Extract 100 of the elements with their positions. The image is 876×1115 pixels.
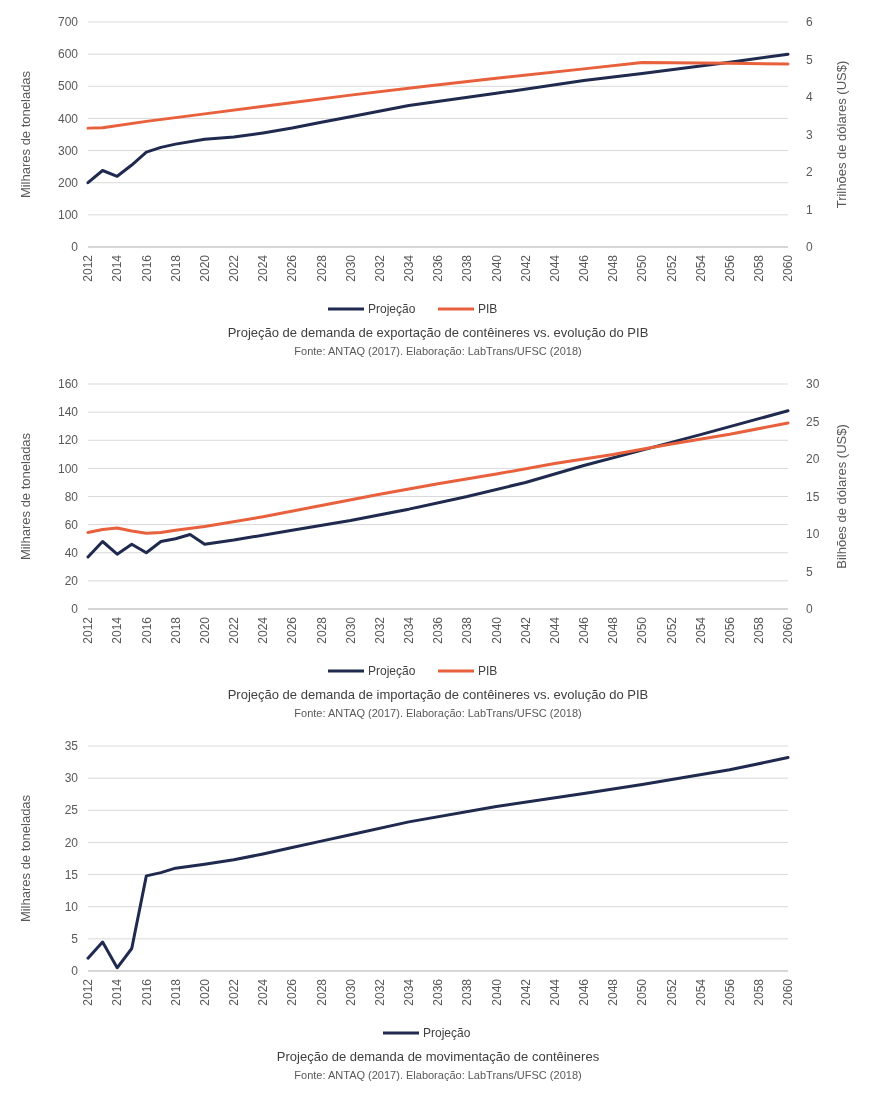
- y-tick-label: 160: [57, 377, 79, 392]
- x-tick-label: 2040: [489, 978, 504, 1006]
- x-tick-label: 2046: [577, 978, 592, 1006]
- x-tick-label: 2036: [431, 254, 446, 282]
- y-tick-label: 200: [57, 175, 79, 190]
- line-series: [86, 52, 790, 185]
- x-tick-label: 2028: [314, 978, 329, 1006]
- y-tick-label: 80: [64, 489, 79, 504]
- y2-tick-label: 30: [806, 377, 820, 392]
- y-tick-label: 60: [64, 517, 79, 532]
- x-tick-label: 2048: [606, 978, 621, 1006]
- x-tick-label: 2016: [139, 978, 154, 1006]
- y2-axis-title: Trilhões de dólares (US$): [834, 60, 849, 209]
- x-tick-label: 2016: [139, 616, 154, 644]
- x-tick-label: 2014: [110, 978, 125, 1006]
- x-tick-label: 2034: [402, 254, 417, 282]
- y-tick-label: 100: [57, 461, 79, 476]
- y2-tick-label: 4: [806, 90, 813, 105]
- y-tick-label: 400: [57, 111, 79, 126]
- x-tick-label: 2028: [314, 616, 329, 644]
- x-tick-label: 2026: [285, 978, 300, 1006]
- y2-tick-label: 5: [806, 52, 813, 67]
- y2-tick-label: 0: [806, 240, 813, 255]
- legend-label: Projeção: [368, 664, 416, 679]
- x-tick-label: 2040: [489, 616, 504, 644]
- x-tick-label: 2056: [722, 254, 737, 282]
- y-tick-label: 300: [57, 143, 79, 158]
- x-tick-label: 2020: [197, 616, 212, 644]
- y2-tick-label: 25: [806, 414, 820, 429]
- x-tick-label: 2012: [81, 616, 96, 644]
- y-tick-label: 700: [57, 15, 79, 30]
- x-tick-label: 2058: [752, 616, 767, 644]
- x-tick-label: 2020: [197, 978, 212, 1006]
- x-tick-label: 2024: [256, 978, 271, 1006]
- x-tick-label: 2042: [518, 254, 533, 282]
- x-tick-label: 2034: [402, 978, 417, 1006]
- source-note: Fonte: ANTAQ (2017). Elaboração: LabTrans/UFSC (2018): [294, 1069, 582, 1081]
- x-tick-label: 2060: [781, 254, 796, 282]
- line-series: [86, 756, 790, 970]
- source-note: Fonte: ANTAQ (2017). Elaboração: LabTrans/UFSC (2018): [294, 345, 582, 357]
- y-tick-label: 5: [71, 932, 79, 947]
- y2-tick-label: 10: [806, 527, 820, 542]
- x-tick-label: 2018: [168, 978, 183, 1006]
- x-tick-label: 2032: [372, 616, 387, 644]
- x-tick-label: 2024: [256, 616, 271, 644]
- y2-tick-label: 15: [806, 489, 820, 504]
- x-tick-label: 2050: [635, 616, 650, 644]
- x-tick-label: 2050: [635, 978, 650, 1006]
- x-tick-label: 2032: [372, 254, 387, 282]
- x-tick-label: 2020: [197, 254, 212, 282]
- x-tick-label: 2022: [227, 254, 242, 282]
- x-tick-label: 2060: [781, 978, 796, 1006]
- x-tick-label: 2040: [489, 254, 504, 282]
- x-tick-label: 2056: [722, 978, 737, 1006]
- x-tick-label: 2044: [547, 978, 562, 1006]
- x-tick-label: 2052: [664, 616, 679, 644]
- x-tick-label: 2056: [722, 616, 737, 644]
- legend-label: Projeção: [423, 1026, 471, 1041]
- x-tick-label: 2018: [168, 616, 183, 644]
- x-tick-label: 2018: [168, 254, 183, 282]
- y2-tick-label: 0: [806, 602, 813, 617]
- x-tick-label: 2042: [518, 978, 533, 1006]
- y-tick-label: 0: [71, 240, 79, 255]
- x-tick-label: 2060: [781, 616, 796, 644]
- x-tick-label: 2038: [460, 254, 475, 282]
- y-tick-label: 0: [71, 964, 79, 979]
- y2-tick-label: 6: [806, 15, 813, 30]
- x-tick-label: 2038: [460, 616, 475, 644]
- y-tick-label: 120: [57, 433, 79, 448]
- x-tick-label: 2052: [664, 978, 679, 1006]
- line-series: [86, 61, 790, 130]
- x-tick-label: 2026: [285, 616, 300, 644]
- x-tick-label: 2042: [518, 616, 533, 644]
- source-note: Fonte: ANTAQ (2017). Elaboração: LabTrans/UFSC (2018): [294, 707, 582, 719]
- x-tick-label: 2022: [227, 616, 242, 644]
- x-tick-label: 2032: [372, 978, 387, 1006]
- x-tick-label: 2044: [547, 254, 562, 282]
- legend-label: PIB: [478, 302, 498, 317]
- y-tick-label: 140: [57, 405, 79, 420]
- y-tick-label: 600: [57, 47, 79, 62]
- y-tick-label: 25: [64, 803, 79, 818]
- x-tick-label: 2050: [635, 254, 650, 282]
- y-tick-label: 100: [57, 208, 79, 223]
- x-tick-label: 2038: [460, 978, 475, 1006]
- y-tick-label: 500: [57, 79, 79, 94]
- text: Projeção de demanda de exportação de contêineres vs. evolução do PIB: [227, 325, 649, 340]
- y-tick-label: 15: [64, 867, 79, 882]
- x-tick-label: 2036: [431, 616, 446, 644]
- x-tick-label: 2024: [256, 254, 271, 282]
- x-tick-label: 2054: [693, 978, 708, 1006]
- x-tick-label: 2054: [693, 616, 708, 644]
- x-tick-label: 2058: [752, 978, 767, 1006]
- y2-tick-label: 2: [806, 165, 813, 180]
- y2-tick-label: 3: [806, 127, 813, 142]
- text: Projeção de demanda de movimentação de contêineres: [276, 1049, 600, 1064]
- x-tick-label: 2048: [606, 616, 621, 644]
- y2-tick-label: 20: [806, 452, 820, 467]
- y-tick-label: 10: [64, 899, 79, 914]
- line-series: [86, 409, 790, 559]
- y2-tick-label: 5: [806, 564, 813, 579]
